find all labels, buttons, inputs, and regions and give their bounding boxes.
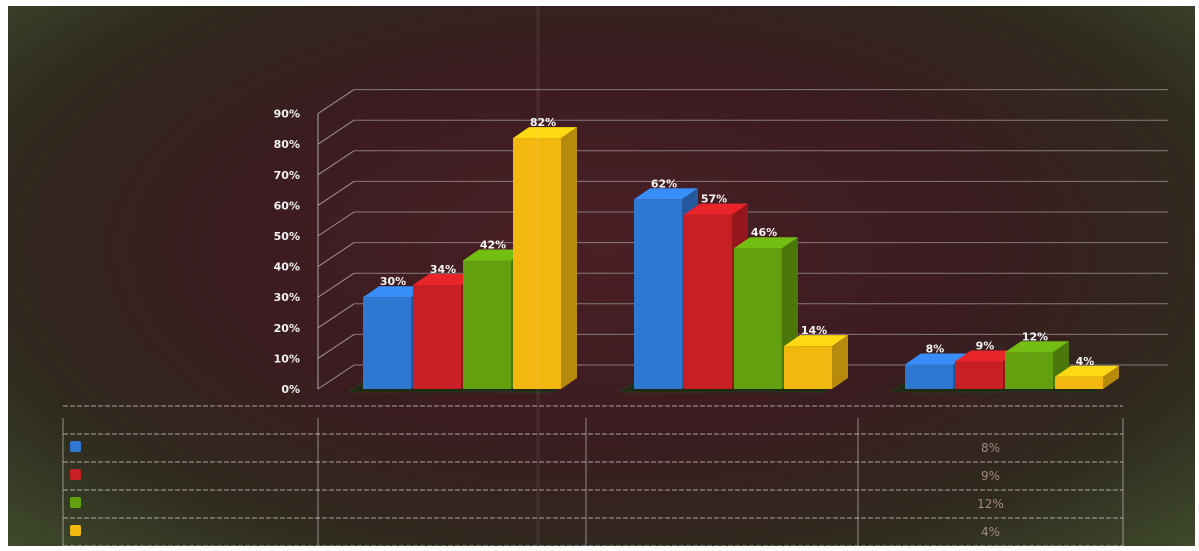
gridline-depth: [317, 303, 355, 329]
bar-side: [832, 335, 848, 389]
y-tick-label: 40%: [274, 261, 300, 274]
gridline-depth: [317, 333, 355, 359]
gridline-depth: [317, 119, 355, 145]
y-tick-label: 20%: [274, 322, 300, 335]
data-label: 46%: [751, 226, 777, 239]
data-label: 9%: [976, 339, 995, 352]
gridline-depth: [317, 272, 355, 298]
scan-artifact: [536, 6, 540, 546]
y-tick-label: 60%: [274, 199, 300, 212]
gridline-depth: [317, 364, 355, 390]
data-label: 42%: [480, 238, 506, 251]
y-tick-label: 70%: [274, 169, 300, 182]
gridline-depth: [317, 242, 355, 268]
bar: [955, 361, 1003, 389]
bar-side: [561, 127, 577, 389]
table-cell: 4%: [981, 525, 1000, 539]
bar: [363, 297, 411, 389]
y-tick-label: 50%: [274, 230, 300, 243]
bar-top: [1055, 365, 1119, 377]
legend-swatch: [70, 469, 81, 480]
data-label: 57%: [701, 193, 727, 206]
chart-area: 0% 10% 20% 30% 40% 50% 60% 70% 80% 90% 30% 62% 8% 34%…: [8, 6, 1195, 546]
data-label: 34%: [430, 263, 456, 276]
bar-top: [463, 249, 527, 261]
bar: [684, 214, 732, 389]
gridline-depth: [317, 211, 355, 237]
y-tick-label: 10%: [274, 352, 300, 365]
bar-top: [634, 188, 698, 200]
y-tick-label: 90%: [274, 108, 300, 121]
table-cell: 12%: [977, 497, 1004, 511]
bar-top: [955, 350, 1019, 362]
data-label: 12%: [1022, 330, 1048, 343]
table-cell: 9%: [981, 469, 1000, 483]
bar-top: [905, 353, 969, 365]
bar: [463, 260, 511, 389]
bar: [513, 138, 561, 389]
data-label: 62%: [651, 177, 677, 190]
legend-swatch: [70, 497, 81, 508]
y-tick-label: 30%: [274, 291, 300, 304]
data-label: 4%: [1076, 355, 1095, 368]
bar: [1005, 352, 1053, 389]
bar-top: [684, 203, 748, 215]
bar-top: [1005, 341, 1069, 353]
bar: [905, 364, 953, 389]
y-tick-label: 0%: [281, 383, 300, 396]
legend-swatch: [70, 441, 81, 452]
bar-chart: 0% 10% 20% 30% 40% 50% 60% 70% 80% 90% 30% 62% 8% 34%…: [62, 6, 1168, 546]
data-label: 30%: [380, 275, 406, 288]
bar-top: [734, 237, 798, 249]
gridline-depth: [317, 150, 355, 176]
bar-top: [784, 335, 848, 347]
table-cell: 8%: [981, 441, 1000, 455]
bar: [413, 284, 461, 389]
bar-side: [1103, 365, 1119, 389]
bar: [1055, 376, 1103, 389]
data-label: 8%: [926, 343, 945, 356]
data-label: 14%: [801, 324, 827, 337]
bar: [734, 248, 782, 389]
bar-top: [513, 127, 577, 139]
bar: [634, 199, 682, 389]
y-tick-label: 80%: [274, 138, 300, 151]
legend-swatch: [70, 525, 81, 536]
bar-top: [363, 286, 427, 298]
data-label: 82%: [530, 116, 556, 129]
bar: [784, 346, 832, 389]
gridline-depth: [317, 180, 355, 206]
bar-top: [413, 273, 477, 285]
gridline-depth: [317, 89, 355, 115]
